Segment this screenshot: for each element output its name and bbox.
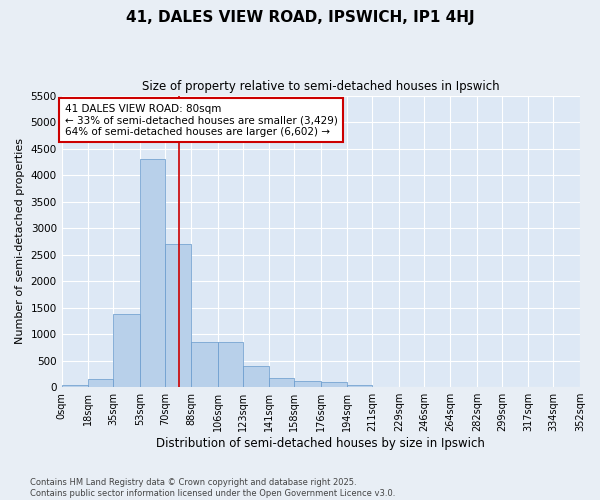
Bar xyxy=(62,384,88,387)
Bar xyxy=(140,159,165,387)
X-axis label: Distribution of semi-detached houses by size in Ipswich: Distribution of semi-detached houses by … xyxy=(157,437,485,450)
Text: 41, DALES VIEW ROAD, IPSWICH, IP1 4HJ: 41, DALES VIEW ROAD, IPSWICH, IP1 4HJ xyxy=(125,10,475,25)
Bar xyxy=(347,384,373,387)
Bar xyxy=(373,386,399,387)
Title: Size of property relative to semi-detached houses in Ipswich: Size of property relative to semi-detach… xyxy=(142,80,500,93)
Y-axis label: Number of semi-detached properties: Number of semi-detached properties xyxy=(15,138,25,344)
Bar xyxy=(295,380,321,387)
Text: 41 DALES VIEW ROAD: 80sqm
← 33% of semi-detached houses are smaller (3,429)
64% : 41 DALES VIEW ROAD: 80sqm ← 33% of semi-… xyxy=(65,104,337,136)
Bar xyxy=(88,380,113,387)
Bar xyxy=(321,382,347,387)
Bar xyxy=(191,342,218,387)
Bar xyxy=(218,342,243,387)
Bar xyxy=(113,314,140,387)
Text: Contains HM Land Registry data © Crown copyright and database right 2025.
Contai: Contains HM Land Registry data © Crown c… xyxy=(30,478,395,498)
Bar xyxy=(269,378,295,387)
Bar xyxy=(165,244,191,387)
Bar xyxy=(243,366,269,387)
